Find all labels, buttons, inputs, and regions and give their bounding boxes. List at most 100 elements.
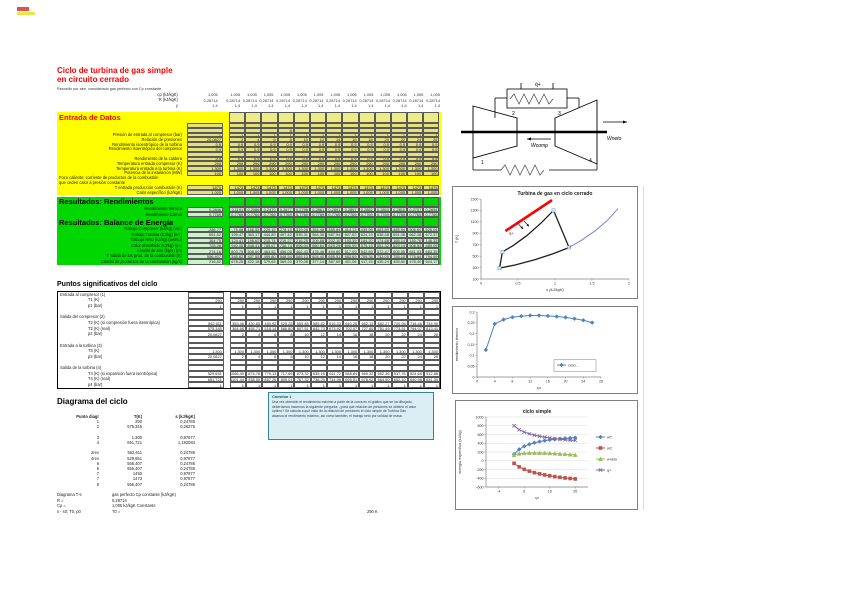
sheet-cell[interactable] bbox=[374, 197, 391, 207]
sheet-cell[interactable] bbox=[278, 308, 295, 315]
sheet-cell[interactable]: 364,75 bbox=[187, 237, 223, 243]
sheet-cell[interactable]: 535,31 bbox=[293, 232, 310, 238]
sheet-cell[interactable] bbox=[309, 217, 327, 227]
sheet-cell[interactable]: 1,005 bbox=[277, 190, 294, 195]
sheet-cell[interactable]: 1 bbox=[358, 132, 375, 138]
sheet-cell[interactable] bbox=[374, 127, 391, 133]
sheet-cell[interactable] bbox=[342, 365, 360, 371]
sheet-cell[interactable] bbox=[278, 359, 295, 366]
sheet-cell[interactable]: 1,005 bbox=[229, 190, 246, 195]
sheet-cell[interactable]: 529,651 bbox=[187, 370, 224, 377]
sheet-cell[interactable] bbox=[391, 365, 408, 371]
sheet-cell[interactable]: 379,63 bbox=[261, 259, 278, 265]
sheet-cell[interactable]: 100 bbox=[277, 170, 294, 176]
sheet-cell[interactable] bbox=[187, 337, 224, 343]
diagrama-row[interactable]: 1 290 0,24786 bbox=[57, 419, 197, 424]
sheet-cell[interactable]: 0,7769 bbox=[374, 211, 391, 218]
sheet-cell[interactable]: 290 bbox=[277, 161, 294, 167]
sheet-cell[interactable] bbox=[245, 292, 263, 298]
sheet-cell[interactable]: 209,88 bbox=[309, 237, 327, 243]
sheet-cell[interactable]: 290 bbox=[374, 161, 391, 167]
sheet-cell[interactable]: 0,1191 bbox=[229, 206, 246, 212]
sheet-cell[interactable] bbox=[375, 314, 392, 321]
sheet-cell[interactable]: 616,33 bbox=[326, 320, 343, 326]
sheet-cell[interactable]: 1.300 bbox=[245, 348, 263, 355]
sheet-cell[interactable]: 631,05 bbox=[423, 376, 441, 383]
sheet-cell[interactable] bbox=[423, 127, 440, 133]
sheet-cell[interactable]: 695,51 bbox=[343, 376, 360, 383]
sheet-cell[interactable]: 0,9 bbox=[423, 142, 440, 147]
sheet-cell[interactable]: 1 bbox=[343, 382, 360, 388]
sheet-cell[interactable] bbox=[423, 123, 440, 128]
sheet-cell[interactable]: 1 bbox=[294, 382, 311, 388]
sheet-cell[interactable]: 0,2846 bbox=[187, 206, 223, 212]
sheet-cell[interactable] bbox=[407, 123, 424, 128]
sheet-cell[interactable] bbox=[229, 197, 246, 207]
sheet-cell[interactable]: 4 bbox=[245, 331, 263, 338]
sheet-cell[interactable] bbox=[187, 365, 224, 371]
row-label[interactable]: T4 (K) (real) bbox=[88, 376, 111, 382]
sheet-cell[interactable]: 0,7769 bbox=[261, 211, 278, 218]
sheet-cell[interactable]: 193,39 bbox=[342, 237, 359, 243]
sheet-cell[interactable] bbox=[390, 217, 408, 227]
sheet-cell[interactable]: 1 bbox=[423, 132, 440, 138]
sheet-cell[interactable]: 369,20 bbox=[277, 259, 294, 265]
sheet-cell[interactable]: 1,005 bbox=[261, 190, 278, 195]
sheet-cell[interactable]: 0,9 bbox=[407, 142, 424, 147]
sheet-cell[interactable] bbox=[342, 342, 360, 349]
sheet-cell[interactable] bbox=[390, 123, 408, 128]
sheet-cell[interactable]: 1 bbox=[359, 303, 376, 309]
sheet-cell[interactable]: 1,005 bbox=[245, 190, 262, 195]
sheet-cell[interactable]: 20,0827 bbox=[187, 137, 223, 143]
sheet-cell[interactable]: 1 bbox=[229, 132, 246, 138]
row-label[interactable]: Temperatura entrada a la turbina (K) bbox=[116, 165, 182, 171]
sheet-cell[interactable] bbox=[358, 127, 375, 133]
sheet-cell[interactable]: 0,9 bbox=[326, 156, 343, 162]
diagrama-row[interactable]: 7 1473 0,97877 bbox=[57, 476, 197, 481]
sheet-cell[interactable]: 1 bbox=[293, 132, 310, 138]
sheet-cell[interactable] bbox=[423, 151, 440, 157]
sheet-cell[interactable]: 377,14 bbox=[309, 259, 327, 265]
sheet-cell[interactable]: 0,9 bbox=[423, 156, 440, 162]
row-label[interactable]: Caudal de aire (kg/s) (m) bbox=[136, 247, 182, 253]
sheet-cell[interactable]: 0,2694 bbox=[423, 206, 440, 212]
sheet-cell[interactable]: 12 bbox=[310, 331, 327, 338]
sheet-cell[interactable]: 1 bbox=[262, 382, 279, 388]
sheet-cell[interactable] bbox=[342, 197, 359, 207]
sheet-cell[interactable]: 290 bbox=[375, 297, 392, 304]
sheet-cell[interactable]: 12 bbox=[310, 354, 327, 360]
sheet-cell[interactable] bbox=[187, 314, 224, 321]
sheet-cell[interactable]: 683,39 bbox=[423, 248, 440, 254]
sheet-cell[interactable] bbox=[245, 359, 263, 366]
sheet-cell[interactable] bbox=[187, 359, 224, 366]
sheet-cell[interactable]: 0,9 bbox=[374, 156, 391, 162]
sheet-cell[interactable]: 463,52 bbox=[261, 248, 278, 254]
sheet-cell[interactable]: 100 bbox=[229, 170, 246, 176]
row-label[interactable]: T2 (K) (si compresión fuera isentrópica) bbox=[88, 319, 160, 325]
sheet-cell[interactable]: 1,005 bbox=[342, 190, 359, 195]
group-label[interactable]: Salida de la turbina (4) bbox=[60, 365, 102, 371]
sheet-cell[interactable] bbox=[375, 365, 392, 371]
sheet-cell[interactable]: 702,07 bbox=[343, 325, 360, 332]
sheet-cell[interactable] bbox=[294, 337, 311, 343]
sheet-cell[interactable]: -319,06 bbox=[293, 226, 310, 233]
sheet-cell[interactable]: 564,36 bbox=[309, 232, 327, 238]
sheet-cell[interactable]: 0,9 bbox=[261, 146, 278, 152]
row-label[interactable]: Rendimiento de la caldera bbox=[134, 155, 182, 161]
sheet-cell[interactable]: 611,72 bbox=[326, 370, 343, 377]
sheet-cell[interactable]: 642,73 bbox=[310, 325, 327, 332]
sheet-cell[interactable]: 202,10 bbox=[326, 237, 343, 243]
sheet-cell[interactable]: 1 bbox=[187, 303, 224, 309]
sheet-cell[interactable]: 476,46 bbox=[309, 248, 327, 254]
sheet-cell[interactable]: 728,28 bbox=[187, 242, 223, 249]
sheet-cell[interactable]: 1.300 bbox=[293, 166, 310, 171]
sheet-cell[interactable]: 1473 bbox=[229, 185, 246, 191]
sheet-cell[interactable]: 456,05 bbox=[277, 248, 294, 254]
sheet-cell[interactable]: -385,84 bbox=[326, 226, 343, 233]
sheet-cell[interactable]: 572,47 bbox=[374, 248, 391, 254]
sheet-cell[interactable]: 600,99 bbox=[342, 242, 359, 249]
sheet-cell[interactable]: 100 bbox=[309, 170, 327, 176]
sheet-cell[interactable]: 1.300 bbox=[229, 348, 246, 355]
sheet-cell[interactable]: 1.300 bbox=[309, 166, 327, 171]
sheet-cell[interactable]: 1 bbox=[310, 303, 327, 309]
